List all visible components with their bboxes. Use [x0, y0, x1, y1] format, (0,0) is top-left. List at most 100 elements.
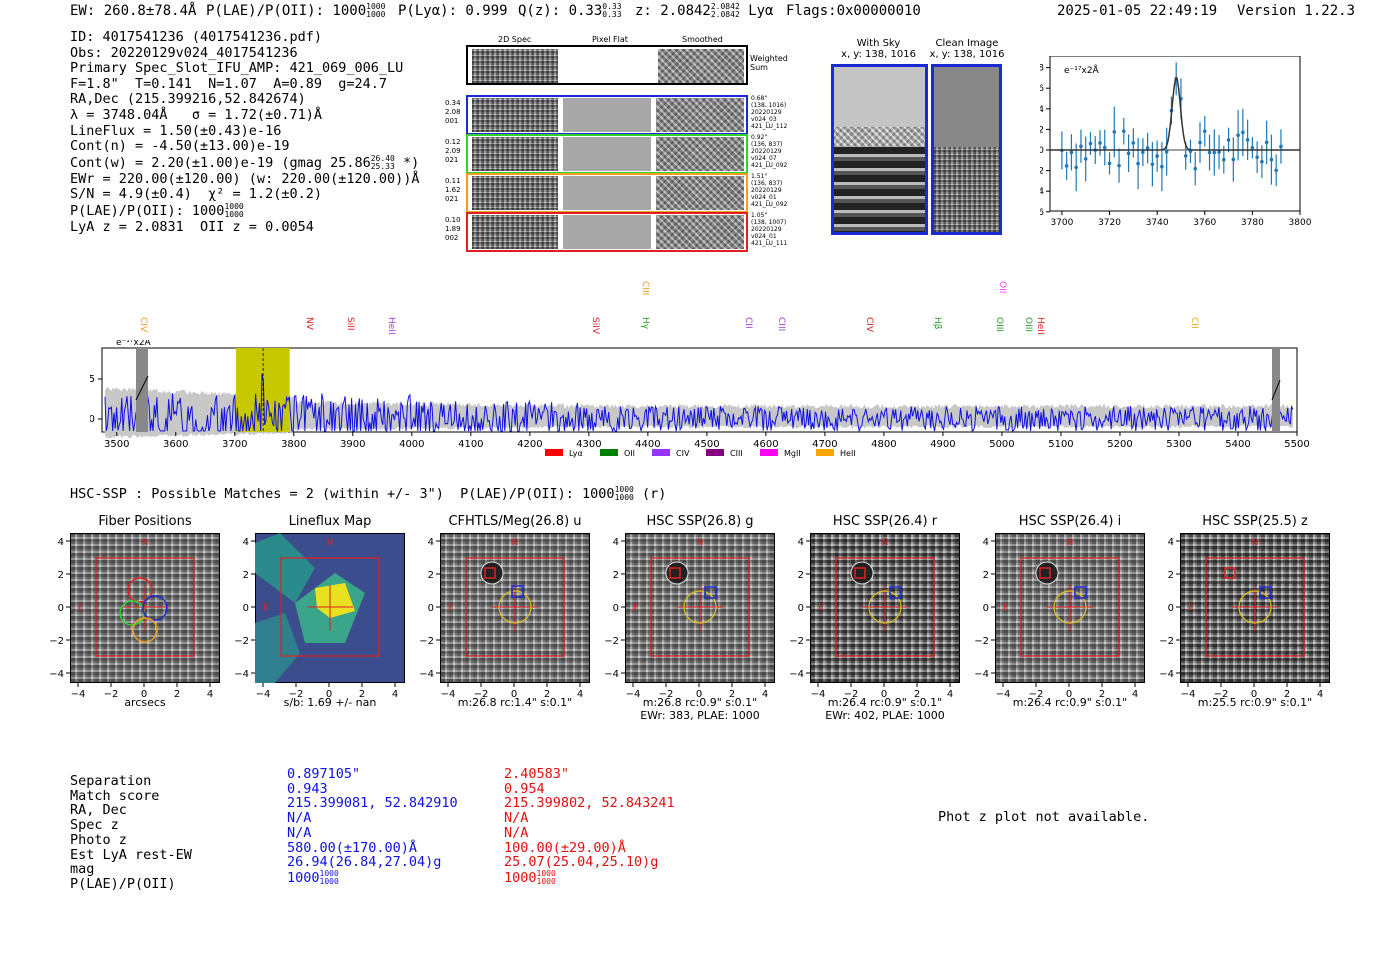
col2-mag: 25.07(25.04,25.10)g — [504, 854, 659, 871]
hsc-east-label: E — [633, 603, 639, 613]
hsc-ytick-label: 4 — [428, 537, 434, 548]
hsc-ytick-label: −2 — [1159, 636, 1174, 647]
col1-mag: 26.94(26.84,27.04)g — [287, 854, 442, 871]
cutout-flat-3 — [563, 215, 651, 249]
hsc-box — [95, 557, 195, 657]
label-specz: Spec z — [70, 817, 119, 834]
header-flags: Flags:0x00000010 — [786, 3, 921, 19]
zoom-point — [1122, 129, 1126, 134]
zoom-point — [1074, 165, 1078, 170]
cutout-2d-2 — [472, 176, 558, 210]
hsc-xtick-label: 0 — [511, 689, 517, 700]
hsc-panel-title-1: Lineflux Map — [288, 514, 372, 529]
full-xtick-label-11: 4600 — [753, 439, 778, 450]
zoom-point — [1212, 150, 1217, 155]
hsc-xtick-label: −2 — [289, 689, 304, 700]
full-ytick-label-0: 5 — [90, 374, 95, 385]
cutout-left-label-3: 0.10 1.89 002 — [445, 216, 461, 242]
legend-swatch-5 — [816, 449, 834, 456]
zoom-point — [1136, 161, 1140, 166]
zoom-point — [1164, 149, 1169, 154]
hsc-ytick-label: −4 — [49, 669, 64, 680]
hsc-caption-0: arcsecs — [124, 696, 166, 709]
hsc-panel-2: CFHTLS/Meg(26.8) u N E −4 −2 0 2 4 4 2 0 −2 −4 m:26.8… — [419, 512, 620, 727]
cutout-smooth-0 — [656, 98, 744, 132]
hsc-axes-3: −4 −2 0 2 4 4 2 0 −2 −4 — [604, 537, 768, 700]
hsc-ytick-label: 0 — [983, 603, 989, 614]
cutout-right-label-1: 0.92" (136, 837) 20220129 v024_07 421_LU_092 — [751, 134, 788, 169]
match-box-blue — [704, 586, 717, 599]
zoom-point — [1183, 154, 1188, 158]
cutout-right-label-3: 1.05" (138, 1007) 20220129 v024_01 421_LU_11… — [751, 212, 788, 247]
hsc-xtick-label: 2 — [1284, 689, 1290, 700]
zoom-point — [1226, 138, 1231, 142]
cutout-row-3 — [466, 212, 748, 252]
hsc-xtick-label: −2 — [844, 689, 859, 700]
full-xtick-label-10: 4500 — [694, 439, 719, 450]
full-ticks: 3500 3600 3700 3800 3900 4000 4100 4200 4300 4400… — [90, 374, 1310, 450]
zoom-xtick-label-5: 3800 — [1289, 218, 1312, 228]
hsc-overlay-6: NE — [1188, 538, 1305, 657]
line-label-11: OII — [996, 281, 1007, 294]
hsc-east-label: E — [78, 603, 84, 613]
hsc-overlay-4: NE — [818, 538, 935, 657]
zoom-xtick-label-2: 3740 — [1146, 218, 1169, 228]
hsc-xtick-label: 0 — [326, 689, 332, 700]
header-ew: EW: 260.8±78.4Å — [70, 3, 197, 19]
col2-ew: 100.00(±29.00)Å — [504, 839, 626, 856]
aperture-circle — [683, 590, 717, 624]
hsc-axes-4: −4 −2 0 2 4 4 2 0 −2 −4 — [789, 537, 953, 700]
hsc-ytick-label: 4 — [613, 537, 619, 548]
cutout-2d-1 — [472, 137, 558, 171]
header-plae: P(LAE)/P(OII): 1000 1000 1000 — [206, 2, 386, 20]
hsc-north-label: N — [142, 538, 149, 548]
zoom-point — [1207, 150, 1212, 155]
hsc-ytick-label: −2 — [49, 636, 64, 647]
zoom-unit-label: e⁻¹⁷x2Å — [1064, 64, 1100, 76]
hsc-north-label: N — [512, 538, 519, 548]
full-xtick-label-4: 3900 — [340, 439, 365, 450]
legend-swatch-0 — [545, 449, 563, 456]
hsc-ytick-label: 4 — [983, 537, 989, 548]
hsc-ytick-label: 2 — [798, 570, 804, 581]
hsc-north-label: N — [1067, 538, 1074, 548]
col2-radec: 215.399802, 52.843241 — [504, 795, 675, 812]
zoom-ytick-label-3: 2 — [1040, 125, 1044, 135]
info-primary: Primary Spec_Slot_IFU_AMP: 421_069_006_L… — [70, 60, 404, 77]
hsc-caption-2: m:26.8 rc:1.4" s:0.1" — [457, 696, 573, 709]
hsc-ytick-label: −4 — [604, 669, 619, 680]
hsc-east-label: E — [1188, 603, 1194, 613]
legend-label-0: Lyα — [569, 449, 583, 458]
zoom-point — [1260, 159, 1264, 164]
zoom-ytick-label-5: −2 — [1040, 167, 1044, 177]
zoom-point — [1098, 141, 1102, 145]
full-xtick-label-2: 3700 — [222, 439, 247, 450]
lineflux-peak — [315, 583, 355, 618]
hsc-east-label: E — [818, 603, 824, 613]
zoom-xtick-label-0: 3700 — [1050, 218, 1073, 228]
hsc-ytick-label: −4 — [789, 669, 804, 680]
zoom-point — [1279, 144, 1283, 149]
hsc-xtick-label: 4 — [947, 689, 953, 700]
label-match-score: Match score — [70, 787, 160, 804]
cutout-left-label-2: 0.11 1.62 021 — [445, 177, 461, 203]
cutout-row-2 — [466, 173, 748, 213]
full-spectrum-flux — [104, 373, 1294, 433]
info-sn: S/N = 4.9(±0.4) χ² = 1.2(±0.2) — [70, 186, 322, 203]
hsc-axes-1: −4 −2 0 2 4 4 2 0 −2 −4 — [234, 537, 398, 700]
match-box-red — [669, 567, 681, 579]
hsc-north-label: N — [1252, 538, 1259, 548]
label-radec: RA, Dec — [70, 802, 127, 819]
zoom-ytick-label-1: 6 — [1040, 84, 1044, 94]
hsc-xtick-label: 4 — [577, 689, 583, 700]
hsc-north-label: N — [327, 538, 334, 548]
header-version: Version 1.22.3 — [1237, 3, 1356, 19]
full-xtick-label-12: 4700 — [812, 439, 837, 450]
label-mag: mag — [70, 861, 95, 878]
zoom-point — [1198, 140, 1202, 145]
hsc-xtick-label: −2 — [474, 689, 489, 700]
col1-photoz: N/A — [287, 824, 312, 841]
zoom-point — [1069, 150, 1074, 155]
